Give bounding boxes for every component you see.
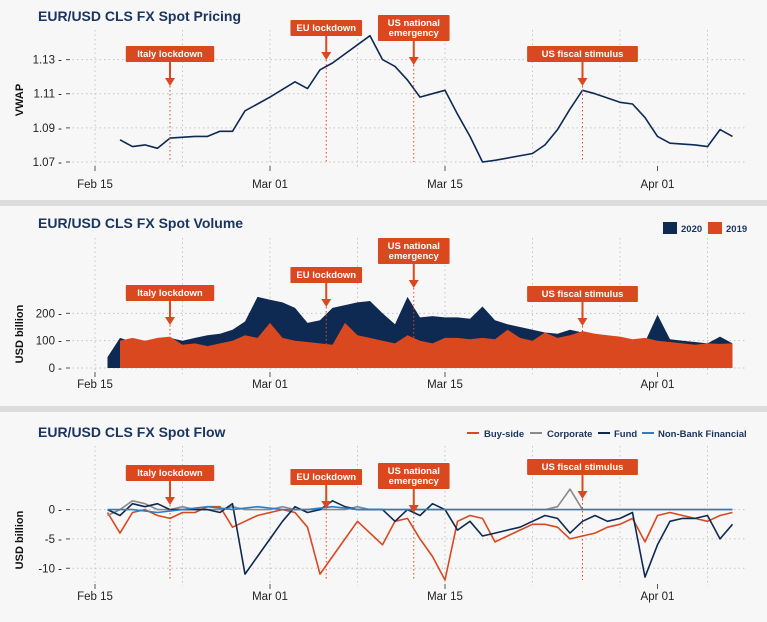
y-tick-label: 0 - — [49, 505, 63, 517]
annotation-label: US fiscal stimulus — [542, 462, 624, 473]
annotation-label: US national — [388, 241, 440, 252]
x-tick-label: Feb 15 — [77, 379, 113, 391]
annotation-arrow-head — [321, 501, 332, 509]
volume-title: EUR/USD CLS FX Spot Volume — [38, 215, 243, 231]
legend-2019-label: 2019 — [726, 224, 747, 235]
y-tick-label: 200 - — [36, 308, 62, 320]
legend-buyside-label: Buy-side — [484, 429, 524, 440]
annotation-label: EU lockdown — [296, 23, 356, 34]
x-tick-label: Mar 15 — [427, 379, 463, 391]
annotation-arrow-head — [165, 78, 175, 86]
annotation-box — [125, 285, 215, 301]
y-tick-label: 1.13 - — [33, 55, 63, 67]
x-tick-label: Mar 01 — [252, 591, 288, 603]
annotation-label: EU lockdown — [296, 270, 356, 281]
x-tick-label: Mar 01 — [252, 179, 288, 191]
x-tick-label: Mar 15 — [427, 591, 463, 603]
annotation-label: emergency — [389, 251, 440, 262]
y-tick-label: -5 - — [45, 534, 62, 546]
legend-corporate-label: Corporate — [547, 429, 592, 440]
x-tick-label: Apr 01 — [641, 179, 675, 191]
annotation-box — [527, 459, 638, 475]
flow-title: EUR/USD CLS FX Spot Flow — [38, 424, 226, 440]
x-tick-label: Mar 01 — [252, 379, 288, 391]
line-series-Non-Bank Financial — [107, 505, 733, 514]
y-tick-label: 1.11 - — [33, 89, 62, 101]
x-tick-label: Mar 15 — [427, 179, 463, 191]
annotation-box — [377, 238, 450, 264]
annotation-label: US national — [388, 466, 440, 477]
annotation-box — [290, 20, 363, 36]
annotation-label: US national — [388, 18, 440, 29]
x-tick-label: Apr 01 — [641, 591, 675, 603]
annotation-arrow-head — [321, 299, 332, 307]
annotation-label: US fiscal stimulus — [542, 289, 624, 300]
flow-ylabel: USD billion — [14, 510, 26, 569]
flow-panel: EUR/USD CLS FX Spot Flow USD billion Buy… — [0, 412, 767, 622]
x-tick-label: Apr 01 — [641, 379, 675, 391]
annotation-label: EU lockdown — [296, 472, 356, 483]
line-series-Corporate — [107, 488, 733, 517]
legend-2020-swatch — [663, 222, 677, 234]
annotation-arrow-head — [408, 57, 419, 65]
annotation-label: US fiscal stimulus — [542, 49, 624, 60]
annotation-arrow-head — [408, 505, 419, 513]
volume-ylabel: USD billion — [14, 304, 26, 363]
y-tick-label: 1.09 - — [33, 123, 63, 135]
annotation-box — [290, 469, 363, 485]
y-tick-label: 0 - — [49, 363, 63, 375]
legend-fund-label: Fund — [614, 429, 637, 440]
annotation-label: emergency — [389, 476, 440, 487]
legend-nbf-label: Non-Bank Financial — [658, 429, 747, 440]
y-tick-label: 1.07 - — [33, 157, 63, 169]
area-series-2019 — [120, 322, 733, 368]
annotation-box — [290, 267, 363, 283]
line-series-vwap — [119, 34, 733, 163]
annotation-box — [125, 465, 215, 481]
annotation-label: emergency — [389, 28, 440, 39]
pricing-chart: EUR/USD CLS FX Spot Pricing VWAP 1.07 - 1… — [14, 8, 745, 191]
y-tick-label: -10 - — [38, 563, 62, 575]
volume-panel: EUR/USD CLS FX Spot Volume USD billion 2… — [0, 206, 767, 406]
annotation-arrow-head — [165, 497, 175, 505]
x-tick-label: Feb 15 — [77, 591, 113, 603]
annotation-arrow-head — [321, 52, 332, 60]
x-tick-label: Feb 15 — [77, 179, 113, 191]
annotation-arrow-head — [408, 280, 419, 288]
y-tick-label: 100 - — [36, 336, 62, 348]
pricing-ylabel: VWAP — [14, 84, 26, 116]
annotation-box — [377, 15, 450, 41]
annotation-arrow-head — [577, 318, 588, 326]
annotation-arrow-head — [577, 491, 588, 499]
pricing-title: EUR/USD CLS FX Spot Pricing — [38, 8, 241, 24]
line-series-Fund — [107, 500, 734, 578]
flow-chart: EUR/USD CLS FX Spot Flow USD billion Buy… — [14, 424, 747, 603]
annotation-box — [527, 46, 638, 62]
volume-chart: EUR/USD CLS FX Spot Volume USD billion 2… — [14, 215, 747, 391]
legend-2019-swatch — [708, 222, 722, 234]
annotation-box — [125, 46, 215, 62]
pricing-panel: EUR/USD CLS FX Spot Pricing VWAP 1.07 - 1… — [0, 0, 767, 200]
annotation-box — [527, 286, 638, 302]
annotation-label: Italy lockdown — [137, 468, 203, 479]
legend-2020-label: 2020 — [681, 224, 702, 235]
annotation-arrow-head — [577, 78, 588, 86]
annotation-box — [377, 463, 450, 489]
annotation-label: Italy lockdown — [137, 288, 203, 299]
annotation-arrow-head — [165, 317, 175, 325]
annotation-label: Italy lockdown — [137, 49, 203, 60]
